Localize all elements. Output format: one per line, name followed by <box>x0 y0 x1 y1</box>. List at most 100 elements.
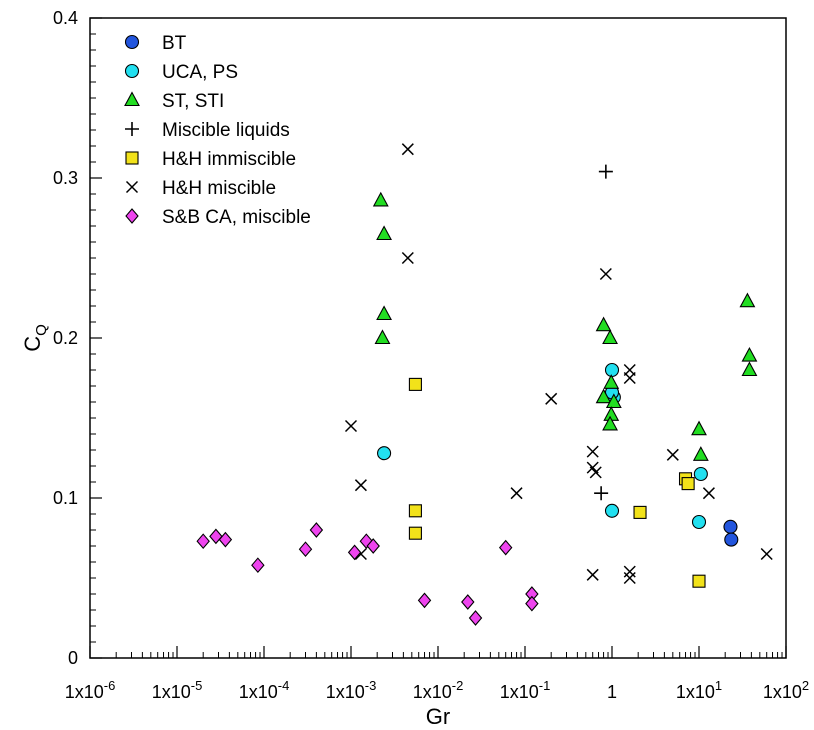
data-point-uca-ps <box>604 362 620 378</box>
data-point-st-sti <box>605 393 622 409</box>
y-tick-label: 0.2 <box>53 328 78 348</box>
x-tick-label: 1 <box>607 682 617 702</box>
data-point-h-h-miscible <box>586 461 599 474</box>
series-h-h-miscible <box>344 143 773 585</box>
data-points <box>196 143 773 626</box>
plot-frame <box>89 17 787 659</box>
data-point-uca-ps <box>693 466 708 482</box>
series-bt <box>723 519 739 547</box>
data-point-h-h-miscible <box>344 419 358 433</box>
data-point-st-sti <box>603 374 620 389</box>
data-point-h-h-miscible <box>623 571 636 585</box>
x-tick-label: 1x10-3 <box>326 678 377 702</box>
data-point-st-sti <box>376 305 392 321</box>
data-point-s-b-ca-miscible <box>309 522 324 538</box>
legend-label: UCA, PS <box>162 62 238 83</box>
legend-item-st-sti: ST, STI <box>124 91 224 112</box>
legend-label: Miscible liquids <box>162 120 290 141</box>
y-tick-label: 0.1 <box>53 488 78 508</box>
data-point-h-h-miscible <box>623 371 636 385</box>
data-point-s-b-ca-miscible <box>468 610 483 626</box>
legend-marker-bt <box>124 34 140 50</box>
data-point-h-h-immiscible <box>692 574 706 588</box>
data-point-uca-ps <box>377 446 392 461</box>
series-st-sti <box>372 191 758 461</box>
data-point-h-h-miscible <box>666 448 679 461</box>
x-tick-label: 1x10-1 <box>500 678 551 702</box>
legend-label: H&H immiscible <box>162 149 296 170</box>
legend-marker-h-h-immiscible <box>125 151 139 165</box>
data-point-h-h-immiscible <box>681 477 695 491</box>
series-s-b-ca-miscible <box>196 522 539 626</box>
legend: BT UCA, PS ST, STI Miscible liquids H&H immi… <box>124 33 311 228</box>
data-point-st-sti <box>374 329 391 345</box>
y-axis-label-subscript: Q <box>33 324 50 336</box>
legend-item-s-b-ca-miscible: S&B CA, miscible <box>125 207 311 228</box>
data-point-h-h-immiscible <box>408 377 422 391</box>
data-point-bt <box>723 519 738 534</box>
y-tick-label: 0.3 <box>53 168 78 188</box>
data-point-h-h-miscible <box>599 267 612 281</box>
x-tick-label: 1x10-4 <box>239 678 290 702</box>
data-point-s-b-ca-miscible <box>347 544 362 561</box>
data-point-h-h-miscible <box>401 251 414 265</box>
y-tick-label: 0.4 <box>53 8 78 28</box>
data-point-s-b-ca-miscible <box>366 538 380 554</box>
data-point-miscible-liquids <box>594 486 609 501</box>
data-point-s-b-ca-miscible <box>196 533 210 550</box>
data-point-st-sti <box>595 388 612 404</box>
data-point-st-sti <box>692 446 709 461</box>
legend-item-uca-ps: UCA, PS <box>124 62 238 83</box>
series-h-h-immiscible <box>408 377 706 588</box>
y-axis-label-main: C <box>20 336 45 352</box>
data-point-uca-ps <box>604 503 620 518</box>
data-point-h-h-immiscible <box>633 505 647 519</box>
data-point-st-sti <box>602 329 618 345</box>
legend-item-h-h-miscible: H&H miscible <box>125 178 276 199</box>
legend-marker-uca-ps <box>124 63 140 79</box>
data-point-miscible-liquids <box>598 164 613 179</box>
series-uca-ps <box>377 362 708 530</box>
legend-marker-s-b-ca-miscible <box>125 208 139 224</box>
data-point-s-b-ca-miscible <box>218 531 233 548</box>
data-point-h-h-miscible <box>510 487 523 500</box>
data-point-h-h-miscible <box>760 547 773 561</box>
y-ticks <box>90 17 102 659</box>
x-ticks <box>89 646 787 658</box>
legend-item-h-h-immiscible: H&H immiscible <box>125 149 296 170</box>
legend-marker-h-h-miscible <box>125 180 139 194</box>
data-point-s-b-ca-miscible <box>209 528 223 545</box>
data-point-h-h-immiscible <box>408 504 422 518</box>
data-point-st-sti <box>741 361 758 377</box>
data-point-st-sti <box>741 346 758 362</box>
legend-label: BT <box>162 33 187 54</box>
data-point-h-h-miscible <box>623 565 636 578</box>
x-tick-label: 1x10-5 <box>152 678 203 702</box>
data-point-h-h-miscible <box>354 479 367 492</box>
x-tick-label: 1x102 <box>763 678 809 702</box>
data-point-s-b-ca-miscible <box>498 539 513 556</box>
data-point-h-h-miscible <box>586 445 599 458</box>
legend-marker-miscible-liquids <box>125 122 139 136</box>
data-point-st-sti <box>595 316 612 332</box>
x-tick-labels: 1x10-6 1x10-5 1x10-4 1x10-3 1x10-2 1x10-1 1 1x1… <box>65 678 809 702</box>
data-point-s-b-ca-miscible <box>525 595 539 612</box>
data-point-st-sti <box>372 191 389 207</box>
data-point-h-h-miscible <box>545 392 558 405</box>
data-point-h-h-miscible <box>401 143 414 156</box>
x-tick-label: 1x101 <box>676 678 722 702</box>
x-axis-label: Gr <box>426 704 450 729</box>
data-point-s-b-ca-miscible <box>298 541 313 558</box>
y-tick-label: 0 <box>68 648 78 668</box>
y-tick-labels: 0 0.1 0.2 0.3 0.4 <box>53 8 78 668</box>
data-point-h-h-miscible <box>586 568 599 581</box>
data-point-h-h-immiscible <box>408 526 422 540</box>
legend-item-miscible-liquids: Miscible liquids <box>125 120 290 141</box>
legend-item-bt: BT <box>124 33 187 54</box>
data-point-s-b-ca-miscible <box>417 592 432 609</box>
data-point-st-sti <box>691 420 707 436</box>
data-point-st-sti <box>376 225 392 241</box>
x-tick-label: 1x10-2 <box>413 678 464 702</box>
y-axis-label: CQ <box>20 324 50 352</box>
